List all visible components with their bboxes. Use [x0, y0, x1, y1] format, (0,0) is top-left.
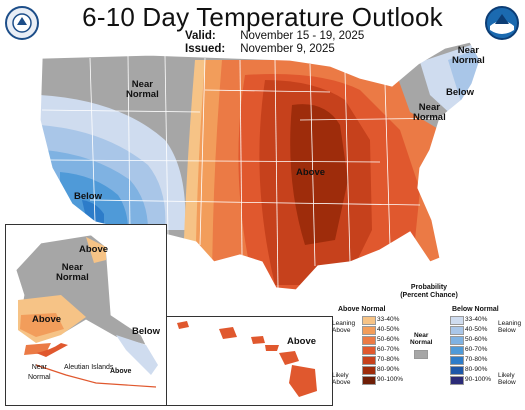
legend-range-label: 80-90% — [377, 366, 400, 373]
legend-above-header: Above Normal — [338, 306, 386, 313]
alaska-inset: Above Near Normal Above Below Near Norma… — [5, 224, 167, 406]
legend-swatch — [450, 356, 464, 365]
legend-likely-above: Likely Above — [332, 372, 351, 386]
legend-range-label: 40-50% — [377, 326, 400, 333]
label-near-normal-ne: Near Normal — [452, 45, 485, 66]
legend-leaning-above: Leaning Above — [332, 320, 356, 334]
legend-swatch — [450, 326, 464, 335]
legend-swatch — [450, 376, 464, 385]
alaska-map — [15, 234, 158, 388]
valid-value: November 15 - 19, 2025 — [240, 30, 365, 42]
legend-range-label: 33-40% — [377, 316, 400, 323]
label-above-central: Above — [296, 167, 326, 178]
legend-range-label: 60-70% — [465, 346, 488, 353]
legend-likely-below: Likely Below — [498, 372, 516, 386]
label-below-ne: Below — [446, 87, 474, 98]
ak-label-above-south: Above — [32, 314, 62, 325]
ak-label-above-north: Above — [79, 244, 109, 255]
issued-label: Issued: — [185, 43, 226, 55]
issued-date: Issued: November 9, 2025 — [185, 43, 335, 55]
hawaii-inset: Above — [166, 316, 333, 406]
legend-below-header: Below Normal — [452, 306, 499, 313]
ak-label-aleutian: Aleutian Islands — [64, 364, 114, 371]
legend-near-swatch — [414, 350, 428, 359]
page-title: 6-10 Day Temperature Outlook — [82, 2, 443, 32]
legend-range-label: 40-50% — [465, 326, 488, 333]
label-near-normal-ne2: Near Normal — [413, 102, 446, 123]
legend-range-label: 80-90% — [465, 366, 488, 373]
ak-label-above-aleutian: Above — [110, 368, 132, 375]
legend-range-label: 70-80% — [465, 356, 488, 363]
legend-range-label: 90-100% — [377, 376, 404, 383]
legend-leaning-below: Leaning Below — [498, 320, 522, 334]
ak-label-near-normal: Near Normal — [56, 262, 89, 283]
legend-swatch — [362, 346, 376, 355]
legend-range-label: 60-70% — [377, 346, 400, 353]
legend-swatch — [362, 356, 376, 365]
legend-swatch — [450, 316, 464, 325]
legend-swatch — [450, 336, 464, 345]
issued-value: November 9, 2025 — [240, 43, 335, 55]
ak-label-near-normal-sw: Near Normal — [28, 364, 51, 381]
doc-seal-icon — [5, 6, 39, 40]
legend-swatch — [362, 366, 376, 375]
label-near-normal-west: Near Normal — [126, 79, 159, 100]
legend-near-normal: Near Normal — [410, 332, 433, 346]
valid-dates: Valid: November 15 - 19, 2025 — [185, 30, 364, 42]
legend-swatch — [450, 366, 464, 375]
legend-swatch — [362, 336, 376, 345]
legend-swatch — [362, 316, 376, 325]
label-below-southwest: Below — [74, 191, 102, 202]
legend-range-label: 50-60% — [377, 336, 400, 343]
legend-range-label: 50-60% — [465, 336, 488, 343]
legend-range-label: 33-40% — [465, 316, 488, 323]
valid-label: Valid: — [185, 30, 216, 42]
legend-swatch — [450, 346, 464, 355]
legend-range-label: 90-100% — [465, 376, 492, 383]
hawaii-map — [177, 321, 317, 397]
hi-label-above: Above — [287, 336, 317, 347]
legend-range-label: 70-80% — [377, 356, 400, 363]
legend-swatch — [362, 326, 376, 335]
legend: Probability (Percent Chance) Above Norma… — [332, 284, 524, 404]
noaa-logo-icon — [485, 6, 519, 40]
legend-swatch — [362, 376, 376, 385]
state-lines — [41, 55, 461, 289]
legend-title: Probability (Percent Chance) — [400, 284, 458, 299]
ak-label-below-southeast: Below — [132, 326, 160, 337]
